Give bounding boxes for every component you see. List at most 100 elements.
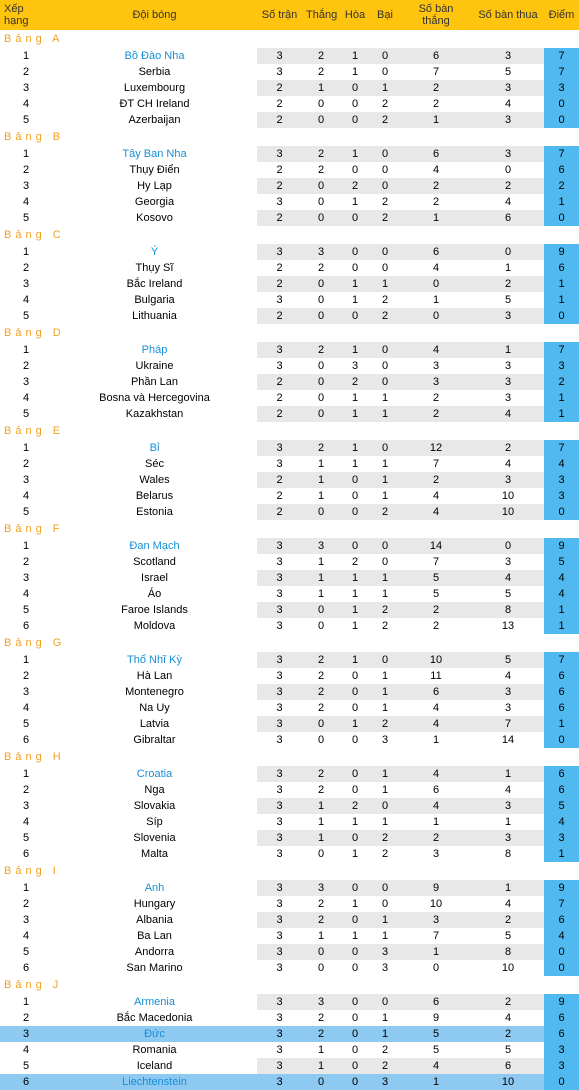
cell-gf: 5: [400, 586, 472, 602]
cell-team: Montenegro: [52, 684, 257, 700]
cell-team: Scotland: [52, 554, 257, 570]
cell-team: Kazakhstan: [52, 406, 257, 422]
cell-points: 7: [544, 48, 579, 64]
cell-rank: 1: [0, 880, 52, 896]
cell-gf: 10: [400, 896, 472, 912]
cell-points: 2: [544, 374, 579, 390]
col-win: Thắng: [302, 0, 340, 30]
table-row: 4Bosna và Hercegovina2011231: [0, 390, 579, 406]
group-header: Bảng D: [0, 324, 579, 342]
cell-played: 3: [257, 1058, 302, 1074]
cell-ga: 0: [472, 538, 544, 554]
cell-ga: 3: [472, 554, 544, 570]
cell-win: 1: [302, 586, 340, 602]
team-link[interactable]: Bồ Đào Nha: [125, 50, 185, 62]
col-ga: Số bàn thua: [472, 0, 544, 30]
team-link[interactable]: Anh: [145, 882, 165, 894]
team-link[interactable]: Armenia: [134, 996, 175, 1008]
cell-win: 2: [302, 48, 340, 64]
cell-points: 4: [544, 928, 579, 944]
cell-loss: 3: [370, 1074, 400, 1090]
cell-played: 3: [257, 684, 302, 700]
cell-loss: 0: [370, 178, 400, 194]
cell-played: 3: [257, 586, 302, 602]
cell-team: Đan Mạch: [52, 538, 257, 554]
cell-ga: 2: [472, 1026, 544, 1042]
table-row: 1Ý3300609: [0, 244, 579, 260]
team-link[interactable]: Croatia: [137, 768, 172, 780]
table-row: 2Ukraine3030333: [0, 358, 579, 374]
cell-gf: 6: [400, 684, 472, 700]
cell-loss: 2: [370, 308, 400, 324]
table-row: 2Bắc Macedonia3201946: [0, 1010, 579, 1026]
team-link[interactable]: Ý: [151, 246, 158, 258]
cell-win: 2: [302, 652, 340, 668]
cell-win: 1: [302, 472, 340, 488]
cell-gf: 2: [400, 602, 472, 618]
team-link[interactable]: Thổ Nhĩ Kỳ: [127, 654, 182, 666]
cell-rank: 2: [0, 1010, 52, 1026]
table-row: 3Luxembourg2101233: [0, 80, 579, 96]
cell-played: 3: [257, 928, 302, 944]
table-row: 5Slovenia3102233: [0, 830, 579, 846]
cell-played: 3: [257, 554, 302, 570]
cell-team: Síp: [52, 814, 257, 830]
cell-loss: 3: [370, 732, 400, 748]
cell-loss: 0: [370, 342, 400, 358]
team-link[interactable]: Đức: [144, 1028, 165, 1040]
cell-rank: 5: [0, 504, 52, 520]
cell-team: Gibraltar: [52, 732, 257, 748]
cell-played: 3: [257, 732, 302, 748]
table-row: 1Thổ Nhĩ Kỳ32101057: [0, 652, 579, 668]
cell-gf: 3: [400, 374, 472, 390]
cell-rank: 1: [0, 440, 52, 456]
cell-win: 2: [302, 342, 340, 358]
col-points: Điểm: [544, 0, 579, 30]
team-link[interactable]: Bỉ: [150, 442, 160, 454]
cell-ga: 3: [472, 48, 544, 64]
table-row: 4Romania3102553: [0, 1042, 579, 1058]
cell-played: 2: [257, 504, 302, 520]
cell-ga: 10: [472, 1074, 544, 1090]
cell-draw: 0: [340, 830, 370, 846]
cell-draw: 0: [340, 1058, 370, 1074]
cell-rank: 3: [0, 570, 52, 586]
cell-points: 1: [544, 194, 579, 210]
team-link[interactable]: Đan Mạch: [129, 540, 179, 552]
cell-ga: 4: [472, 96, 544, 112]
cell-played: 2: [257, 210, 302, 226]
cell-gf: 0: [400, 276, 472, 292]
cell-gf: 5: [400, 1042, 472, 1058]
cell-points: 1: [544, 390, 579, 406]
table-row: 3Hy Lạp2020222: [0, 178, 579, 194]
col-loss: Bại: [370, 0, 400, 30]
cell-win: 0: [302, 276, 340, 292]
cell-team: Kosovo: [52, 210, 257, 226]
cell-rank: 3: [0, 178, 52, 194]
table-row: 3Đức3201526: [0, 1026, 579, 1042]
team-link[interactable]: Tây Ban Nha: [122, 148, 186, 160]
cell-played: 3: [257, 440, 302, 456]
cell-rank: 1: [0, 994, 52, 1010]
cell-points: 4: [544, 586, 579, 602]
cell-team: Na Uy: [52, 700, 257, 716]
table-row: 2Thụy Sĩ2200416: [0, 260, 579, 276]
cell-gf: 4: [400, 766, 472, 782]
cell-draw: 1: [340, 276, 370, 292]
cell-win: 3: [302, 880, 340, 896]
team-link[interactable]: Pháp: [142, 344, 168, 356]
cell-draw: 0: [340, 162, 370, 178]
team-link[interactable]: Liechtenstein: [122, 1076, 187, 1088]
cell-gf: 9: [400, 880, 472, 896]
cell-team: Bosna và Hercegovina: [52, 390, 257, 406]
cell-points: 7: [544, 146, 579, 162]
cell-draw: 0: [340, 244, 370, 260]
cell-ga: 5: [472, 586, 544, 602]
cell-team: Bồ Đào Nha: [52, 48, 257, 64]
cell-gf: 4: [400, 342, 472, 358]
cell-rank: 5: [0, 308, 52, 324]
cell-win: 2: [302, 668, 340, 684]
cell-draw: 0: [340, 944, 370, 960]
cell-rank: 2: [0, 896, 52, 912]
cell-loss: 1: [370, 814, 400, 830]
